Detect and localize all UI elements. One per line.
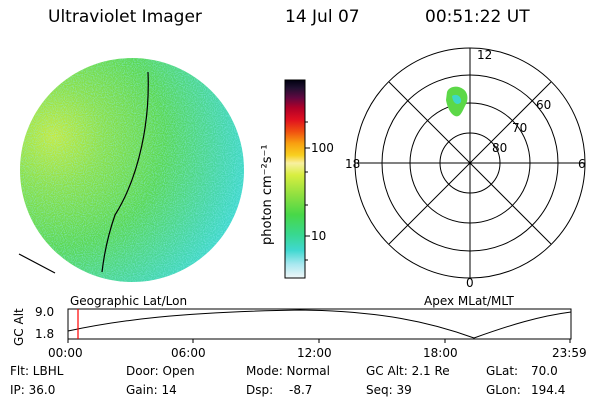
terminator-line	[101, 71, 149, 273]
dsp-label: Dsp:	[246, 383, 274, 397]
door-info: Door: Open	[126, 364, 195, 378]
glat-label: GLat:	[486, 364, 519, 378]
glat-value: 70.0	[531, 364, 558, 378]
seq-info: Seq: 39	[366, 383, 412, 397]
altitude-plot	[67, 308, 572, 343]
colorbar	[284, 79, 310, 279]
xtick-1800: 18:00	[423, 346, 458, 360]
date-label: 14 Jul 07	[285, 7, 360, 27]
imager-disk	[20, 58, 244, 282]
colorbar-tick-10: 10	[311, 229, 327, 243]
orbit-track-line	[18, 253, 56, 274]
colorbar-label: photon cm⁻²s⁻¹	[260, 144, 275, 245]
mode-info: Mode: Normal	[246, 364, 330, 378]
xtick-0000: 00:00	[48, 346, 83, 360]
altitude-ytick-max: 9.0	[35, 305, 55, 319]
altitude-ytick-min: 1.8	[35, 327, 55, 341]
time-label: 00:51:22 UT	[425, 7, 530, 27]
xtick-1200: 12:00	[297, 346, 332, 360]
polar-plot	[354, 47, 586, 279]
flt-info: Flt: LBHL	[10, 364, 64, 378]
lat-label-80: 80	[492, 141, 508, 155]
colorbar-tick-100: 100	[311, 141, 334, 155]
xtick-0600: 06:00	[171, 346, 206, 360]
mlt-label-18: 18	[345, 157, 361, 171]
xtick-2359: 23:59	[552, 346, 587, 360]
lat-label-60: 60	[536, 98, 552, 112]
mlt-label-6: 6	[578, 157, 586, 171]
mlt-label-0: 0	[466, 276, 474, 290]
mlt-label-12: 12	[477, 48, 493, 62]
app-title: Ultraviolet Imager	[48, 7, 202, 27]
gain-info: Gain: 14	[126, 383, 177, 397]
glon-value: 194.4	[531, 383, 566, 397]
apex-label: Apex MLat/MLT	[424, 294, 514, 308]
auroral-spot	[446, 86, 468, 117]
lat-label-70: 70	[512, 121, 528, 135]
glon-label: GLon:	[486, 383, 521, 397]
dsp-value: -8.7	[289, 383, 313, 397]
altitude-ylabel: GC Alt	[12, 308, 26, 346]
gcalt-info: GC Alt: 2.1 Re	[366, 364, 450, 378]
ip-info: IP: 36.0	[10, 383, 56, 397]
geographic-label: Geographic Lat/Lon	[70, 294, 188, 308]
